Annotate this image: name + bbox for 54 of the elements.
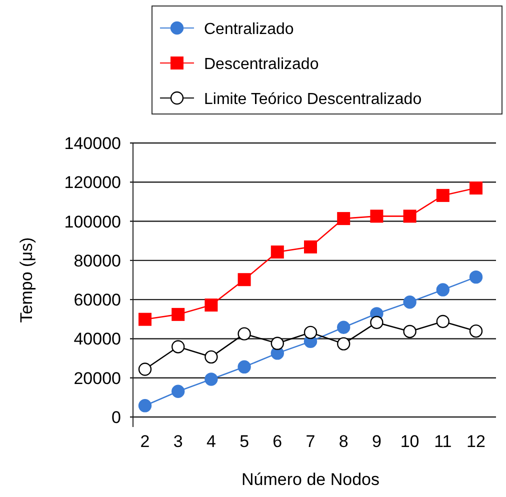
legend-label: Centralizado xyxy=(204,21,294,38)
x-tick-label: 7 xyxy=(306,432,316,451)
x-tick-label: 9 xyxy=(372,432,382,451)
point xyxy=(138,312,152,326)
point xyxy=(436,283,450,296)
point xyxy=(337,337,350,350)
point xyxy=(238,327,251,340)
point xyxy=(370,210,384,223)
point xyxy=(403,296,416,309)
x-tick-label: 2 xyxy=(140,432,150,451)
y-tick-label: 20000 xyxy=(74,368,121,388)
y-tick-label: 0 xyxy=(112,408,121,427)
point xyxy=(403,324,416,338)
x-axis-title: Número de Nodos xyxy=(242,470,380,489)
point xyxy=(403,210,416,223)
point xyxy=(204,372,218,386)
point xyxy=(172,384,185,398)
x-tick-label: 12 xyxy=(466,432,486,451)
y-tick-label: 120000 xyxy=(64,173,121,192)
point xyxy=(138,362,152,376)
point xyxy=(304,240,317,254)
legend-label: Descentralizado xyxy=(204,56,319,73)
point xyxy=(204,298,218,312)
y-axis-title: Tempo (μs) xyxy=(17,237,36,323)
legend-label: Limite Teórico Descentralizado xyxy=(204,91,422,108)
x-tick-label: 6 xyxy=(272,432,282,451)
point xyxy=(172,340,185,354)
point xyxy=(370,316,384,330)
point xyxy=(138,399,152,412)
point xyxy=(436,314,450,328)
point xyxy=(304,326,318,340)
point xyxy=(469,270,483,284)
point xyxy=(436,188,450,202)
point xyxy=(469,324,483,338)
point xyxy=(337,212,350,226)
y-tick-label: 100000 xyxy=(64,212,121,232)
point xyxy=(238,273,251,286)
x-tick-label: 11 xyxy=(434,432,452,451)
point xyxy=(270,336,284,350)
x-tick-label: 3 xyxy=(173,432,183,451)
point xyxy=(238,360,251,374)
y-tick-label: 60000 xyxy=(74,290,121,310)
y-tick-label: 80000 xyxy=(74,251,121,270)
x-tick-label: 8 xyxy=(338,432,348,451)
x-tick-label: 5 xyxy=(240,432,250,451)
y-tick-label: 40000 xyxy=(74,330,121,349)
y-tick-label: 140000 xyxy=(64,134,121,153)
x-tick-label: 4 xyxy=(206,432,216,451)
point xyxy=(470,182,482,195)
point xyxy=(172,308,185,321)
point xyxy=(337,320,350,334)
point xyxy=(270,246,284,259)
x-tick-label: 10 xyxy=(400,432,420,451)
point xyxy=(204,350,218,364)
